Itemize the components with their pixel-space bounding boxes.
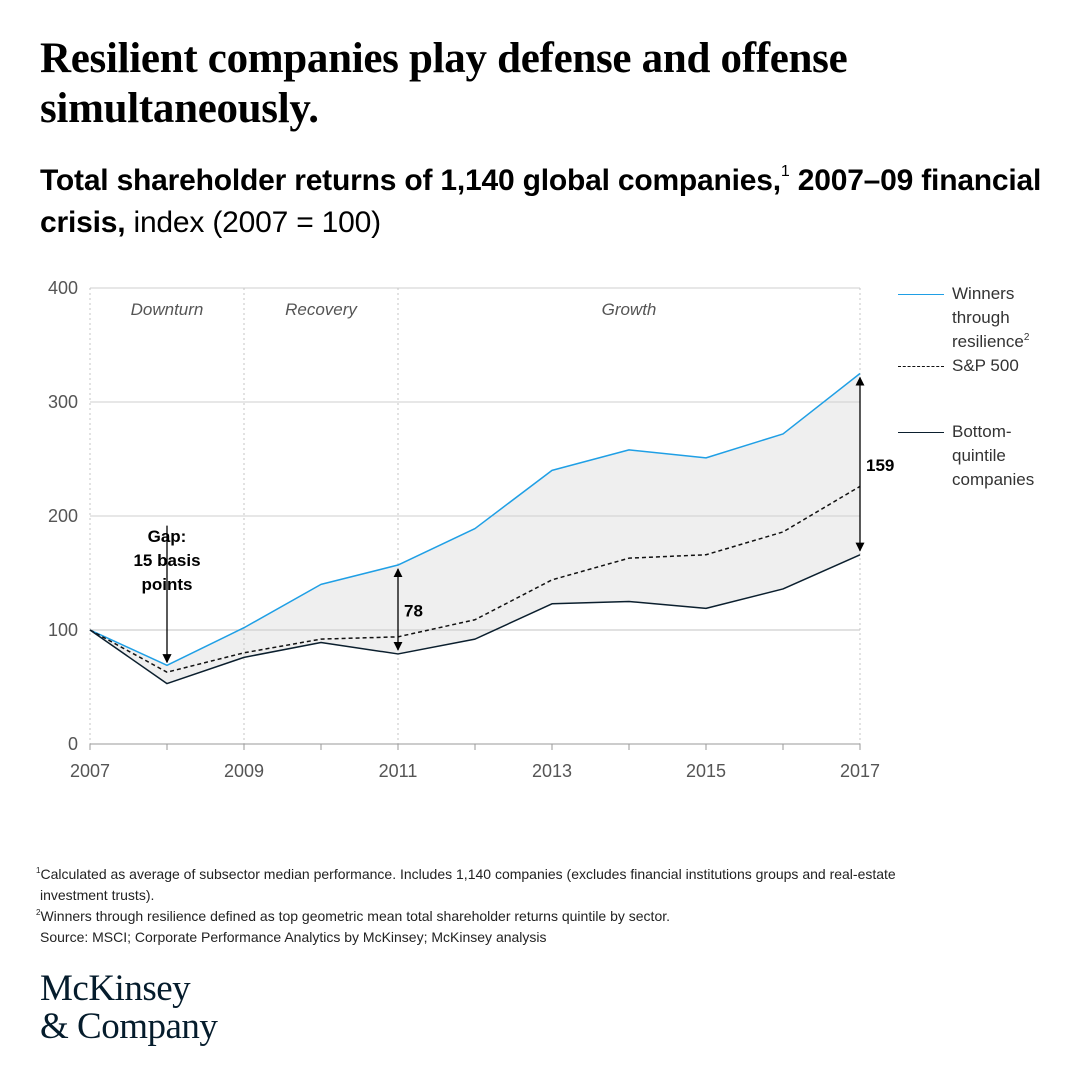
footnote-1-line1: Calculated as average of subsector media… bbox=[40, 866, 896, 882]
footnote-1: 1Calculated as average of subsector medi… bbox=[36, 864, 1046, 885]
legend-winners-line2: through bbox=[952, 308, 1010, 327]
footnote-2-text: Winners through resilience defined as to… bbox=[40, 908, 671, 924]
legend-swatch-sp500 bbox=[898, 366, 944, 367]
phase-label-growth: Growth bbox=[602, 300, 657, 319]
gap-label-159: 159 bbox=[866, 456, 894, 475]
footnote-1-continued: investment trusts). bbox=[40, 887, 155, 903]
legend-swatch-bottom bbox=[898, 432, 944, 433]
x-tick-label: 2009 bbox=[224, 761, 264, 781]
series-line-sp500 bbox=[89, 485, 861, 673]
legend-bottom-line1: Bottom- bbox=[952, 422, 1012, 441]
legend-label-winners: Winners through resilience2 bbox=[952, 282, 1072, 354]
legend-winners-footnote: 2 bbox=[1023, 332, 1030, 343]
x-tick-label: 2011 bbox=[379, 761, 418, 781]
x-tick-label: 2007 bbox=[70, 761, 110, 781]
callout-label-line: 15 basis bbox=[133, 551, 200, 570]
source-note: Source: MSCI; Corporate Performance Anal… bbox=[40, 929, 547, 945]
y-tick-label: 300 bbox=[48, 392, 78, 412]
subtitle-bold-part2: 2007–09 financial crisis, bbox=[40, 164, 1042, 239]
legend-winners-line3-text: resilience bbox=[952, 332, 1024, 351]
x-tick-label: 2017 bbox=[840, 761, 880, 781]
callout-label-line: Gap: bbox=[148, 527, 187, 546]
footnote-2: 2Winners through resilience defined as t… bbox=[36, 906, 1046, 927]
legend-bottom-line3: companies bbox=[952, 470, 1035, 489]
footnotes: 1Calculated as average of subsector medi… bbox=[36, 864, 1046, 948]
subtitle-footnote-marker: 1 bbox=[780, 163, 790, 180]
series-line-winners bbox=[89, 372, 861, 667]
line-chart: 0 100 200 300 400 2007 2009 2011 2013 2015 2017 Dow… bbox=[48, 278, 894, 781]
subtitle-regular-part: index (2007 = 100) bbox=[125, 206, 381, 239]
x-tick-label: 2015 bbox=[686, 761, 726, 781]
footnote-1-marker: 1 bbox=[36, 866, 41, 875]
y-tick-label: 200 bbox=[48, 506, 78, 526]
y-tick-label: 0 bbox=[68, 734, 78, 754]
shaded-gap-area bbox=[90, 373, 860, 684]
phase-label-downturn: Downturn bbox=[131, 300, 204, 319]
callout-label-line: points bbox=[142, 575, 193, 594]
legend-swatch-winners bbox=[898, 294, 944, 295]
legend-label-sp500: S&P 500 bbox=[952, 356, 1019, 375]
y-tick-label: 400 bbox=[48, 278, 78, 298]
series-line-bottom bbox=[89, 554, 861, 685]
legend-bottom-line2: quintile bbox=[952, 446, 1006, 465]
logo-line1: McKinsey bbox=[40, 968, 191, 1009]
logo-line2: & Company bbox=[40, 1006, 218, 1047]
y-tick-label: 100 bbox=[48, 620, 78, 640]
footnote-2-marker: 2 bbox=[36, 908, 41, 917]
gap-label-78: 78 bbox=[404, 601, 423, 620]
legend-winners-line3: resilience2 bbox=[952, 330, 1072, 354]
legend-label-bottom: Bottom- quintile companies bbox=[952, 420, 1072, 492]
chart-subtitle: Total shareholder returns of 1,140 globa… bbox=[40, 160, 1050, 244]
mckinsey-logo: McKinsey & Company bbox=[40, 968, 218, 1047]
phase-label-recovery: Recovery bbox=[285, 300, 358, 319]
subtitle-bold-part1: Total shareholder returns of 1,140 globa… bbox=[40, 164, 781, 197]
chart-headline: Resilient companies play defense and off… bbox=[40, 35, 848, 132]
x-tick-label: 2013 bbox=[532, 761, 572, 781]
legend-winners-line1: Winners bbox=[952, 284, 1015, 303]
